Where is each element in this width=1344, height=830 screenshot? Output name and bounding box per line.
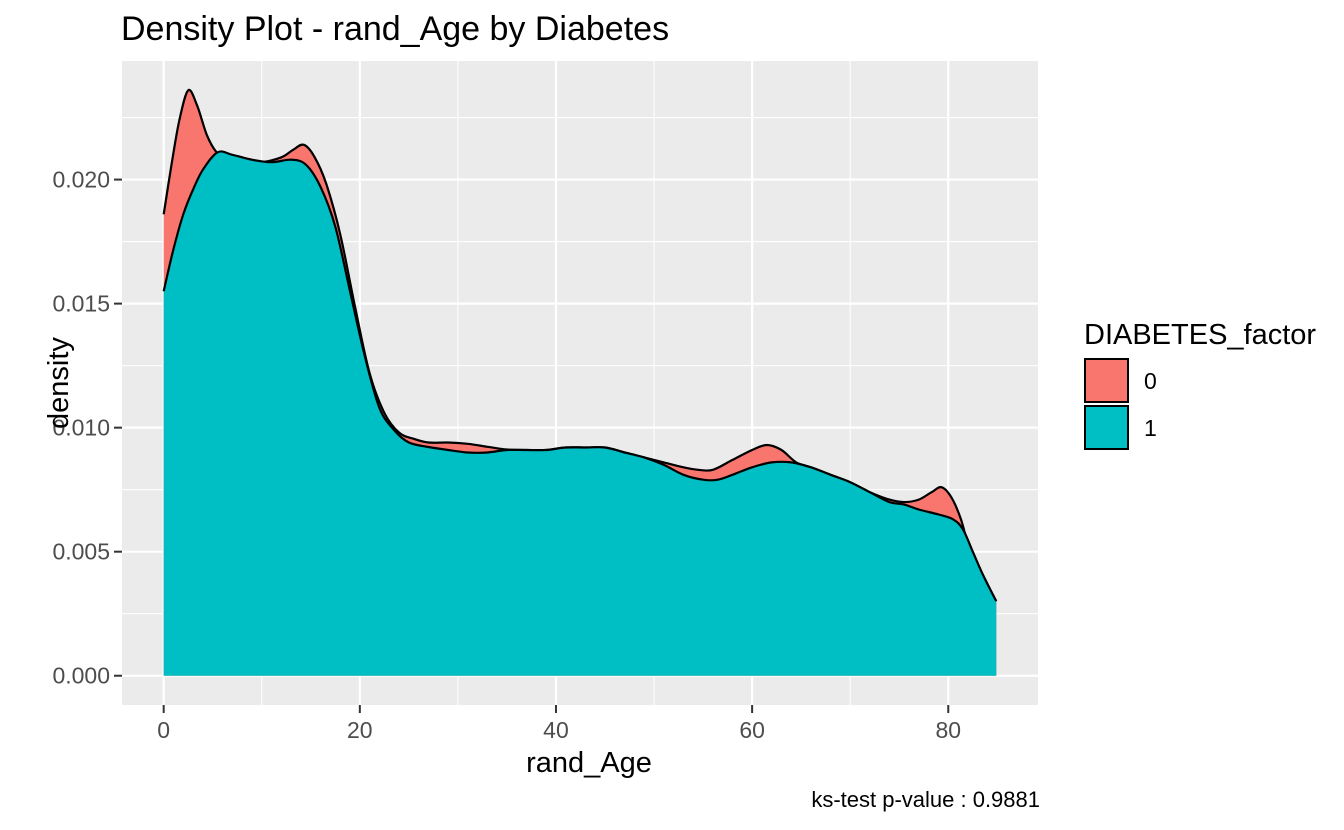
legend-swatch-1 — [1084, 405, 1129, 450]
legend-title: DIABETES_factor — [1084, 319, 1316, 351]
x-tick-label: 40 — [543, 717, 569, 743]
x-tick-label: 20 — [347, 717, 373, 743]
legend-item-1: 1 — [1084, 405, 1157, 450]
density-outline-1 — [162, 150, 998, 602]
plot-title: Density Plot - rand_Age by Diabetes — [121, 10, 669, 48]
density-areas — [162, 88, 998, 676]
axis-tick-labels: 0 20 40 60 80 0.000 0.005 0.010 0.015 0.020 — [52, 167, 961, 743]
legend-swatch-0 — [1084, 358, 1129, 403]
y-axis-title: density — [43, 337, 75, 429]
ks-test-caption: ks-test p-value : 0.9881 — [811, 787, 1040, 812]
y-tick-label: 0.005 — [52, 539, 110, 565]
axis-ticks — [114, 178, 950, 713]
x-tick-label: 80 — [935, 717, 961, 743]
legend-item-0: 0 — [1084, 358, 1157, 403]
y-tick-label: 0.015 — [52, 291, 110, 317]
legend: DIABETES_factor 0 1 — [1084, 319, 1316, 450]
x-axis-title: rand_Age — [526, 747, 652, 779]
legend-label-0: 0 — [1144, 368, 1157, 394]
y-tick-label: 0.000 — [52, 663, 110, 689]
y-tick-label: 0.020 — [52, 167, 110, 193]
y-tick-label: 0.010 — [52, 415, 110, 441]
x-tick-label: 60 — [739, 717, 765, 743]
x-tick-label: 0 — [157, 717, 170, 743]
legend-label-1: 1 — [1144, 415, 1157, 441]
density-area-1 — [163, 151, 997, 676]
